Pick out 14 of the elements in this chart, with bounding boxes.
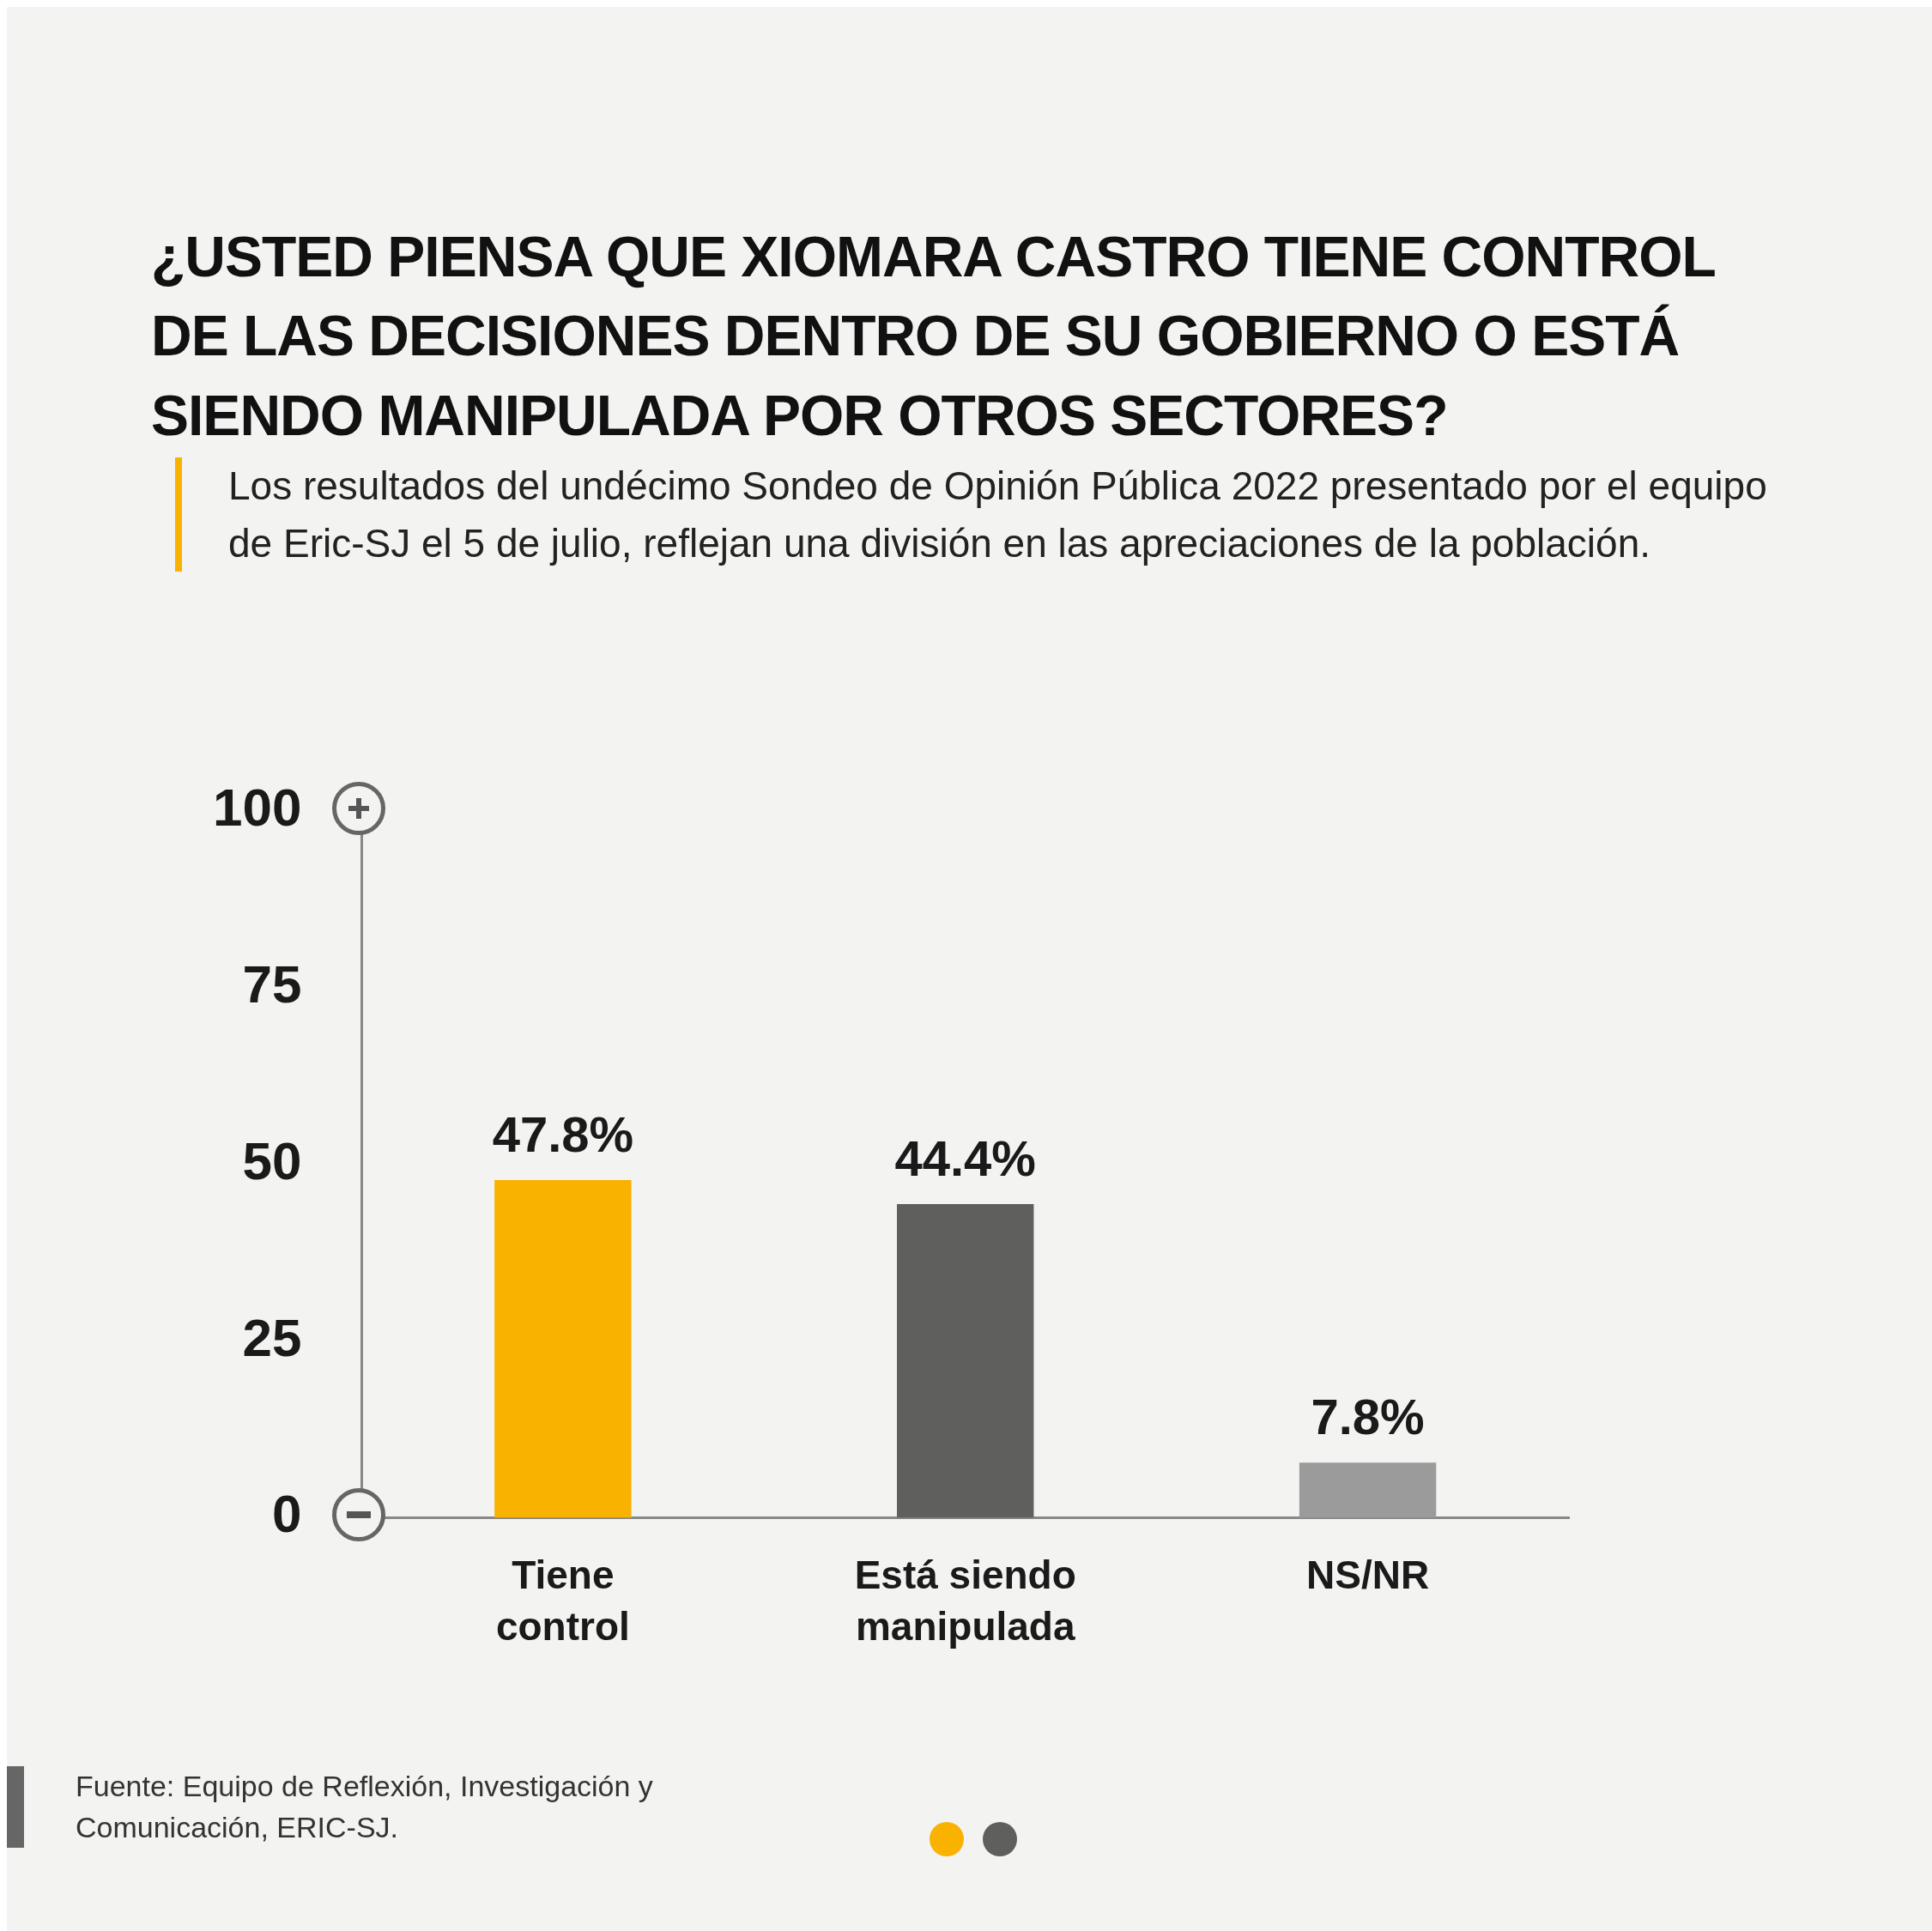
x-tick-label: Está siendo manipulada	[854, 1552, 1076, 1649]
y-tick-label: 75	[242, 954, 302, 1014]
y-tick-label: 0	[271, 1484, 302, 1544]
y-tick-label: 50	[242, 1130, 302, 1190]
x-tick-label: NS/NR	[1306, 1552, 1430, 1597]
data-label: 44.4%	[894, 1129, 1036, 1186]
y-tick-label: 100	[212, 778, 302, 838]
data-label: 7.8%	[1311, 1389, 1425, 1445]
x-tick-label: Tiene control	[495, 1552, 630, 1649]
source-note: Fuente: Equipo de Reflexión, Investigación y Comunicación, ERIC-SJ.	[7, 1766, 728, 1849]
chart-subtitle: Los resultados del undécimo Sondeo de Opinión Pública 2022 presentado por el equipo de Eric-SJ el 5 de julio, reflejan una división en las apreciaciones de la población.	[175, 457, 1790, 572]
chart-title: ¿USTED PIENSA QUE XIOMARA CASTRO TIENE CONTROL DE LAS DECISIONES DENTRO DE SU GOBIERNO O ESTÁ SIENDO MANIPULADA POR OTROS SECTORES?	[151, 224, 1716, 449]
y-tick-label: 25	[242, 1307, 302, 1367]
data-label: 47.8%	[492, 1105, 634, 1162]
